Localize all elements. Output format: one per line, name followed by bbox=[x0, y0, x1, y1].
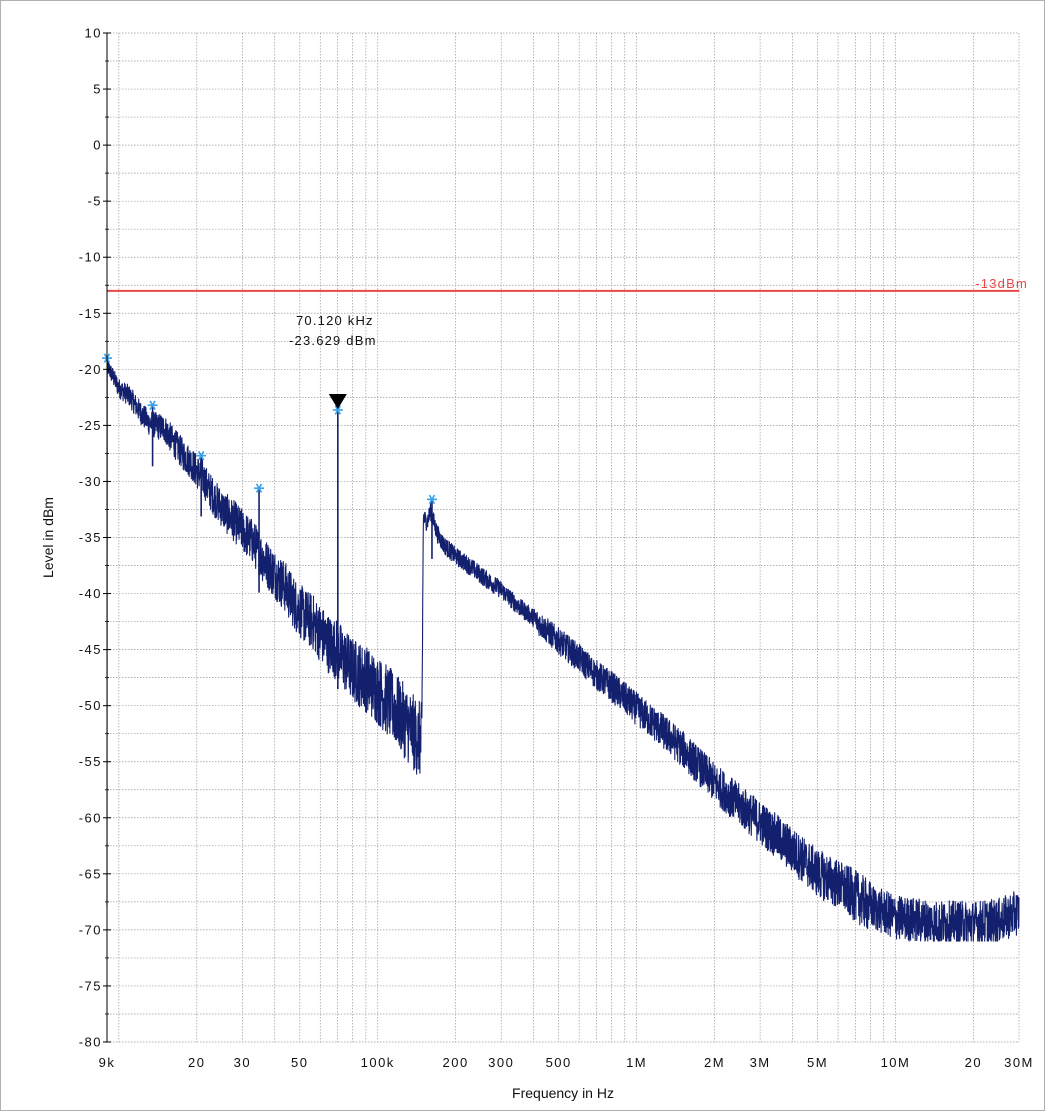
star-stroke bbox=[334, 405, 342, 415]
grid bbox=[106, 32, 1020, 1043]
axes: 1050-5-10-15-20-25-30-35-40-45-50-55-60-… bbox=[79, 26, 1034, 1071]
y-tick-label: 0 bbox=[93, 138, 102, 153]
y-tick-label: -45 bbox=[79, 642, 102, 657]
main-marker-triangle bbox=[328, 394, 347, 410]
y-tick-label: -15 bbox=[79, 306, 102, 321]
x-tick-label: 200 bbox=[443, 1055, 469, 1070]
x-tick-label: 10M bbox=[881, 1055, 911, 1070]
y-tick-label: -80 bbox=[79, 1035, 102, 1050]
star-stroke bbox=[255, 483, 263, 493]
peak-marker-star bbox=[196, 450, 207, 461]
y-tick-label: -40 bbox=[79, 586, 102, 601]
star-stroke bbox=[197, 450, 205, 461]
star-stroke bbox=[149, 400, 156, 410]
x-axis-title: Frequency in Hz bbox=[512, 1085, 614, 1101]
y-tick-label: -65 bbox=[79, 866, 102, 881]
y-tick-label: 10 bbox=[85, 26, 102, 41]
limit-line-label: -13dBm bbox=[975, 276, 1028, 291]
peak-markers: 70.120 kHz -23.629 dBm bbox=[102, 313, 437, 505]
x-tick-label: 100k bbox=[361, 1055, 395, 1070]
x-tick-label: 1M bbox=[626, 1055, 647, 1070]
peak-marker-star bbox=[426, 494, 437, 505]
y-tick-label: -60 bbox=[79, 810, 102, 825]
limit-line-group: -13dBm bbox=[107, 276, 1028, 292]
star-stroke bbox=[428, 494, 436, 505]
y-tick-label: -75 bbox=[79, 978, 102, 993]
y-tick-label: -70 bbox=[79, 922, 102, 937]
x-tick-label: 20 bbox=[188, 1055, 205, 1070]
y-tick-label: -20 bbox=[79, 362, 102, 377]
x-tick-label: 5M bbox=[807, 1055, 828, 1070]
y-tick-label: -10 bbox=[79, 250, 102, 265]
marker-level-label: -23.629 dBm bbox=[289, 333, 377, 348]
y-tick-label: -5 bbox=[87, 194, 102, 209]
y-tick-label: -30 bbox=[79, 474, 102, 489]
x-tick-label: 9k bbox=[99, 1055, 116, 1070]
peak-marker-star bbox=[147, 400, 158, 410]
y-tick-label: -25 bbox=[79, 418, 102, 433]
y-tick-label: -50 bbox=[79, 698, 102, 713]
peak-marker-star bbox=[254, 483, 265, 493]
x-tick-label: 50 bbox=[291, 1055, 308, 1070]
trace-group bbox=[106, 357, 1020, 942]
x-tick-label: 30 bbox=[234, 1055, 251, 1070]
y-axis-title: Level in dBm bbox=[40, 497, 56, 578]
x-tick-label: 30M bbox=[1004, 1055, 1034, 1070]
x-tick-label: 300 bbox=[488, 1055, 514, 1070]
x-tick-label: 3M bbox=[750, 1055, 771, 1070]
y-tick-label: 5 bbox=[93, 82, 102, 97]
marker-frequency-label: 70.120 kHz bbox=[296, 313, 374, 328]
x-tick-label: 2M bbox=[704, 1055, 725, 1070]
y-tick-label: -55 bbox=[79, 754, 102, 769]
x-tick-label: 20 bbox=[965, 1055, 982, 1070]
y-tick-label: -35 bbox=[79, 530, 102, 545]
peak-marker-star bbox=[332, 405, 343, 415]
x-tick-label: 500 bbox=[546, 1055, 572, 1070]
